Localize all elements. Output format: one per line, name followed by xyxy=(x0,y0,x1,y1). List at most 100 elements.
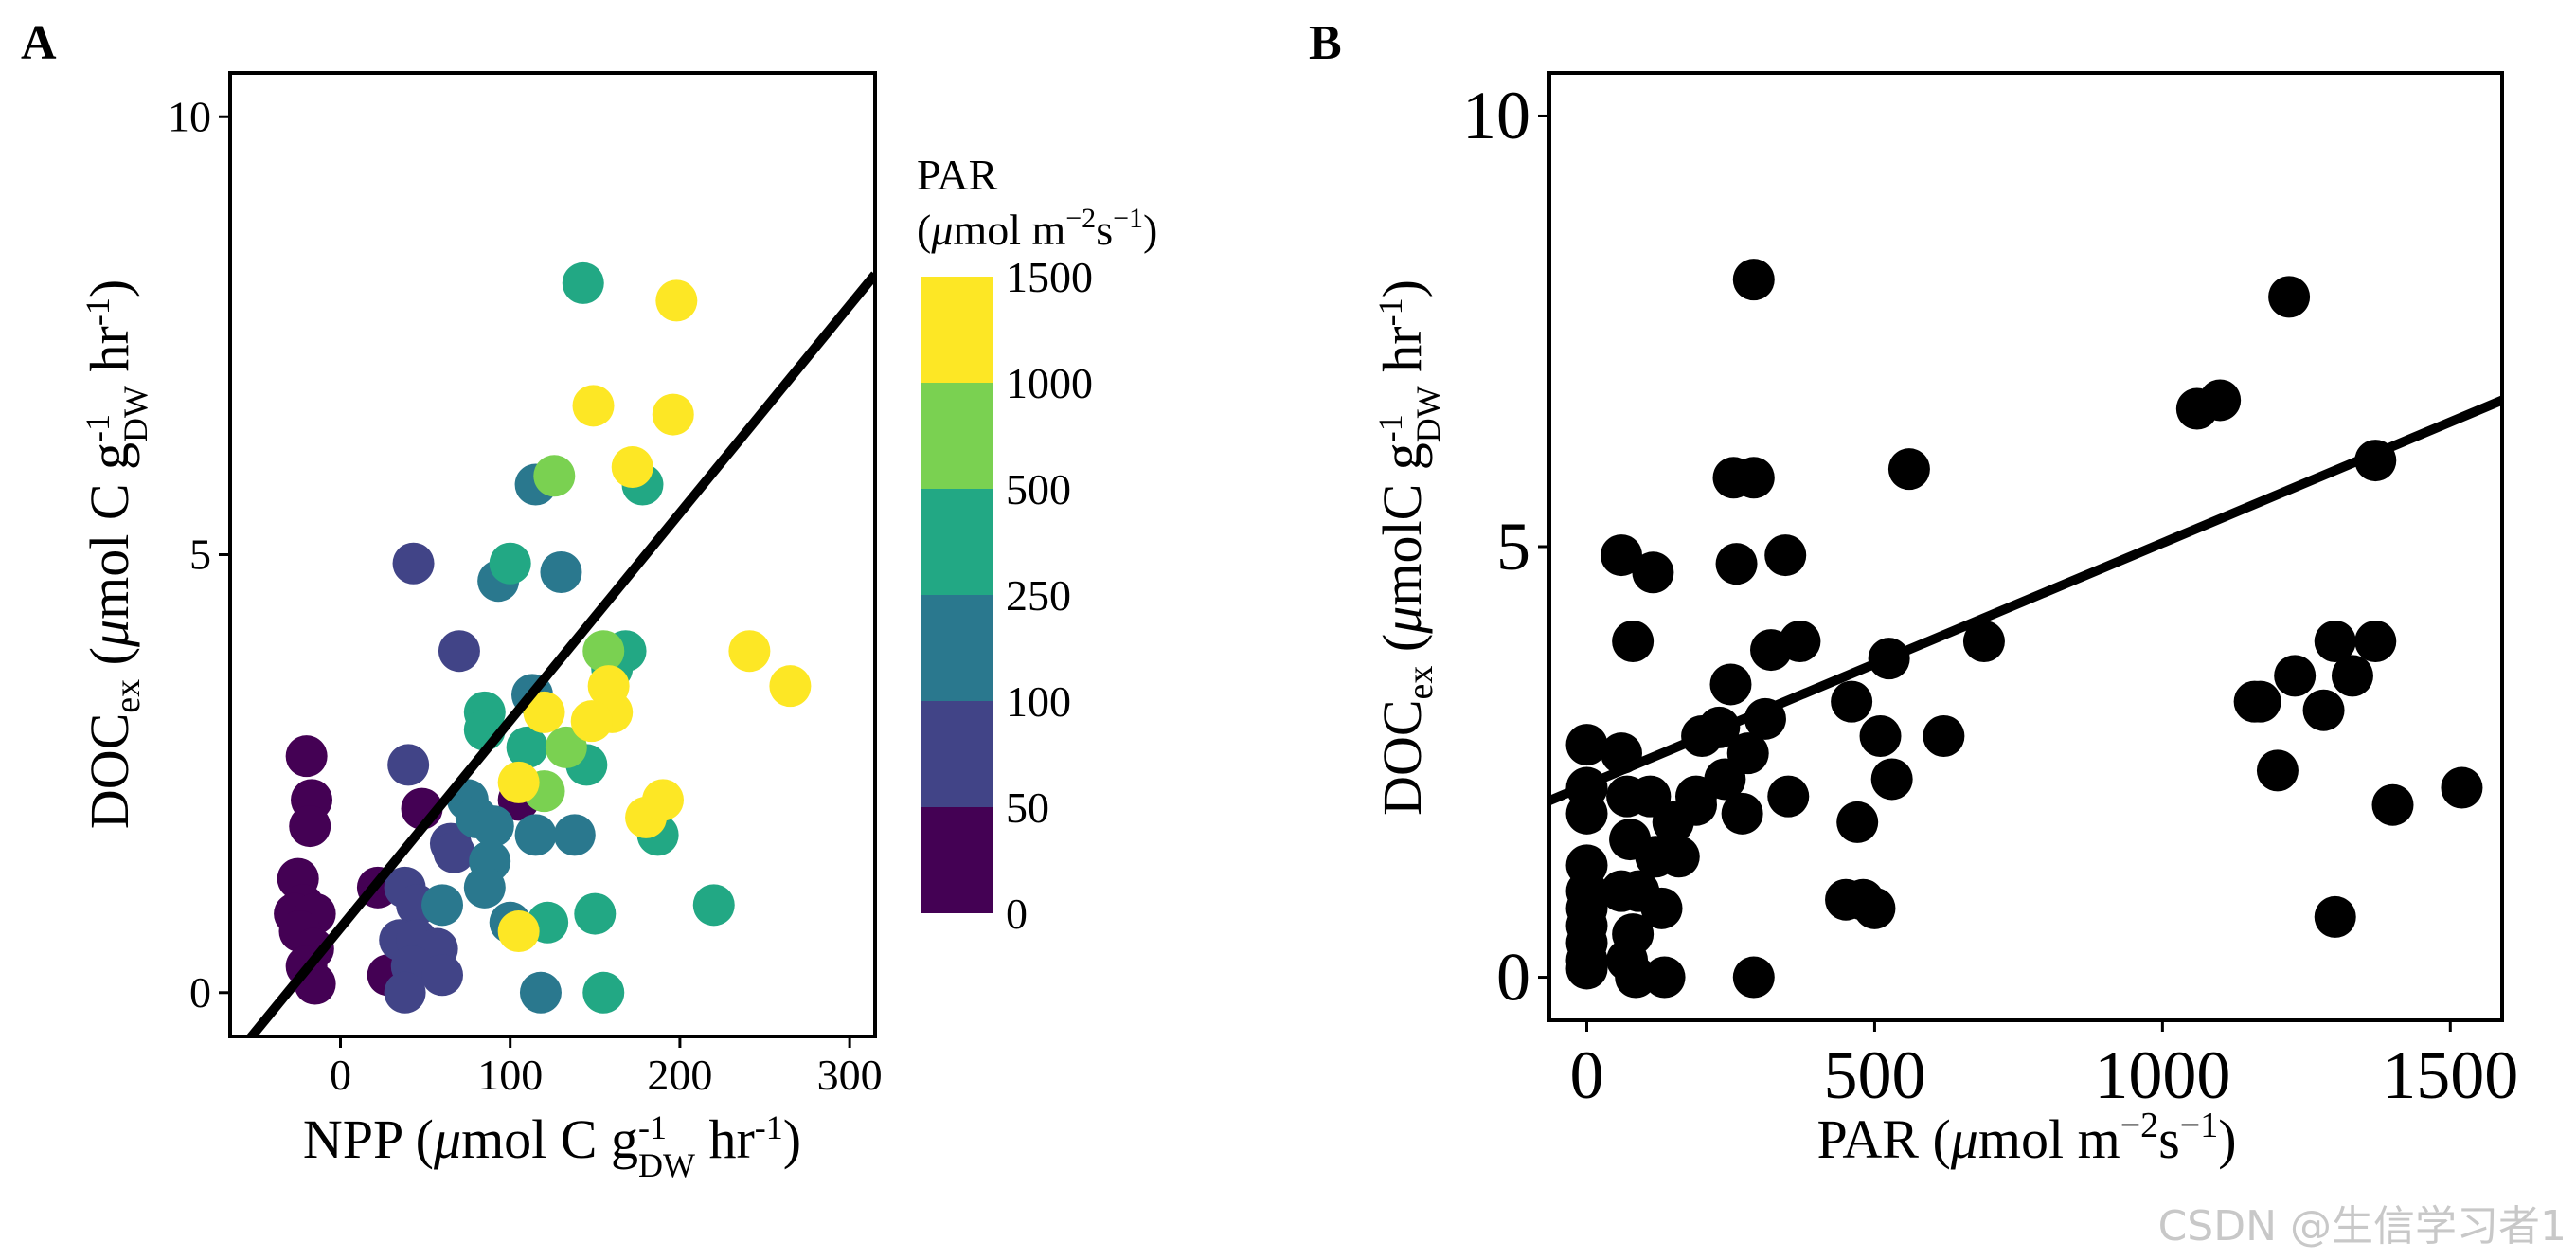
data-point xyxy=(438,630,480,673)
data-point xyxy=(1657,836,1700,878)
data-point xyxy=(1709,663,1752,706)
y-tick-label: 0 xyxy=(189,968,211,1017)
data-point xyxy=(392,542,435,585)
data-point xyxy=(1836,801,1879,843)
data-point xyxy=(1732,956,1775,999)
data-point xyxy=(2302,689,2345,731)
panel-a-frame xyxy=(228,71,877,1038)
x-tick-label: 0 xyxy=(1570,1037,1604,1113)
data-point xyxy=(285,735,328,778)
data-point xyxy=(1853,887,1896,929)
data-point xyxy=(2441,766,2483,809)
data-point xyxy=(1831,680,1873,723)
data-point xyxy=(497,910,540,953)
data-point xyxy=(1962,621,2005,662)
data-point xyxy=(1565,947,1608,990)
data-point xyxy=(582,630,625,673)
data-point xyxy=(1612,621,1655,662)
data-point xyxy=(572,385,615,427)
data-point xyxy=(652,393,694,436)
data-point xyxy=(497,761,540,803)
panel-a: 0 100 200 300 0 5 10 NPP (μmol C g-1 DW hr-1) D… xyxy=(79,71,1157,1184)
data-point xyxy=(2314,895,2356,938)
data-point xyxy=(1732,259,1775,301)
legend-label: 100 xyxy=(1006,677,1071,726)
legend-label: 1000 xyxy=(1006,359,1093,407)
data-point xyxy=(574,892,617,935)
data-point xyxy=(2274,655,2317,697)
data-point xyxy=(1643,956,1686,999)
legend-title-line2: (μmol m−2s−1) xyxy=(917,203,1157,254)
data-point xyxy=(1565,792,1608,835)
data-point xyxy=(655,279,698,322)
data-point xyxy=(1779,621,1821,662)
data-point xyxy=(1870,758,1913,801)
data-point xyxy=(519,971,562,1014)
data-point xyxy=(570,700,613,743)
y-tick-label: 10 xyxy=(168,92,211,140)
data-point xyxy=(1859,715,1902,757)
x-tick-label: 1500 xyxy=(2382,1037,2518,1113)
y-tick-label: 5 xyxy=(189,531,211,579)
data-point xyxy=(421,954,464,997)
data-point xyxy=(1640,887,1683,929)
legend-swatch xyxy=(921,277,993,383)
panel-a-ticks: 0 100 200 300 0 5 10 xyxy=(168,92,883,1099)
legend-label: 250 xyxy=(1006,571,1071,620)
data-point xyxy=(1764,534,1807,577)
panel-a-fit-line xyxy=(245,271,875,1036)
panel-b-x-label: PAR (μmol m−2s−1) xyxy=(1816,1106,2236,1170)
data-point xyxy=(523,691,565,733)
data-point xyxy=(553,814,596,856)
y-tick-label: 5 xyxy=(1496,509,1530,585)
panel-b-fit-line xyxy=(1549,395,2502,805)
panel-a-x-label: NPP (μmol C g-1 DW hr-1) xyxy=(303,1108,801,1184)
data-point xyxy=(2354,621,2397,662)
data-point xyxy=(384,971,426,1014)
panel-a-y-label: DOCex (μmol C g-1DW hr-1) xyxy=(79,279,154,829)
x-tick-label: 500 xyxy=(1823,1037,1925,1113)
data-point xyxy=(1923,715,1965,757)
data-point xyxy=(514,814,557,856)
data-point xyxy=(540,550,582,593)
data-point xyxy=(1732,457,1775,499)
legend-swatch xyxy=(921,489,993,595)
legend-swatch xyxy=(921,383,993,489)
legend-swatch xyxy=(921,701,993,807)
legend-swatch xyxy=(921,595,993,701)
panel-a-points xyxy=(274,261,812,1014)
legend-label: 50 xyxy=(1006,783,1049,832)
legend-label: 500 xyxy=(1006,465,1071,513)
panel-b-y-label: DOCex (μmolC g-1DW hr-1) xyxy=(1371,279,1447,816)
data-point xyxy=(1715,543,1758,585)
data-point xyxy=(1721,792,1763,835)
data-point xyxy=(641,779,684,821)
data-point xyxy=(2314,621,2356,662)
data-point xyxy=(2268,276,2311,318)
legend-title-line1: PAR xyxy=(917,151,998,199)
data-point xyxy=(533,455,576,497)
panel-b-points xyxy=(1565,259,2483,999)
data-point xyxy=(2371,783,2414,826)
data-point xyxy=(1726,732,1769,775)
legend-label: 1500 xyxy=(1006,253,1093,301)
data-point xyxy=(1767,775,1810,818)
data-point xyxy=(1632,551,1674,594)
y-tick-label: 0 xyxy=(1496,939,1530,1015)
legend-label: 0 xyxy=(1006,890,1028,938)
panel-b-ticks: 0 500 1000 1500 0 5 10 xyxy=(1462,78,2518,1113)
data-point xyxy=(1887,448,1930,491)
data-point xyxy=(472,805,514,848)
data-point xyxy=(728,630,771,673)
x-tick-label: 0 xyxy=(330,1051,351,1099)
data-point xyxy=(2331,655,2373,697)
data-point xyxy=(1615,956,1657,999)
panel-b: 0 500 1000 1500 0 5 10 PAR (μmol m−2s−1) DOCex… xyxy=(1371,71,2518,1170)
data-point xyxy=(562,261,604,304)
y-tick-label: 10 xyxy=(1462,78,1530,153)
data-point xyxy=(387,744,430,786)
data-point xyxy=(1675,783,1718,826)
